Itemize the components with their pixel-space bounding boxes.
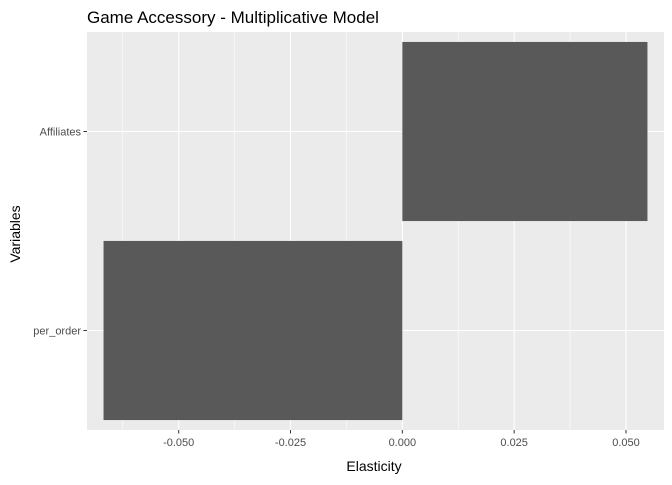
y-tick-label: Affiliates [40, 127, 82, 139]
x-axis-label: Elasticity [346, 458, 401, 474]
x-tick-label: -0.050 [163, 437, 194, 449]
x-tick-label: -0.025 [275, 437, 306, 449]
y-axis-label: Variables [7, 205, 23, 262]
bar-affiliates [402, 41, 648, 222]
x-tick-label: 0.025 [500, 437, 528, 449]
bars [103, 41, 648, 421]
bar-per-order [103, 240, 403, 421]
x-axis-ticks: -0.050 -0.025 0.000 0.025 0.050 [163, 430, 640, 449]
x-tick-label: 0.050 [612, 437, 640, 449]
y-tick-label: per_order [33, 326, 81, 338]
x-tick-label: 0.000 [389, 437, 417, 449]
chart-title: Game Accessory - Multiplicative Model [87, 8, 379, 27]
y-axis-ticks: Affiliates per_order [33, 127, 87, 338]
